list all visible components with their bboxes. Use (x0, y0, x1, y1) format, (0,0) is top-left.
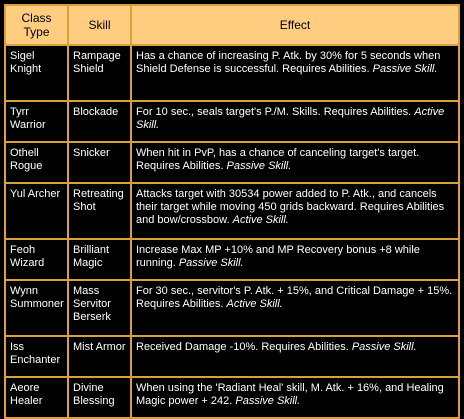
skill-cell: Retreating Shot (69, 184, 130, 238)
class-type-cell: Othell Rogue (6, 143, 67, 182)
header-skill: Skill (69, 6, 130, 44)
skill-type-text: Passive Skill. (235, 395, 301, 407)
class-type-cell: Sigel Knight (6, 46, 67, 100)
skill-type-text: Passive Skill. (226, 160, 292, 172)
table-row: Wynn Summoner Mass Servitor Berserk For … (6, 281, 458, 335)
table-row: Iss Enchanter Mist Armor Received Damage… (6, 337, 458, 376)
class-type-cell: Wynn Summoner (6, 281, 67, 335)
class-type-cell: Yul Archer (6, 184, 67, 238)
class-type-cell: Tyrr Warrior (6, 102, 67, 141)
table-row: Sigel Knight Rampage Shield Has a chance… (6, 46, 458, 100)
skill-cell: Mass Servitor Berserk (69, 281, 130, 335)
effect-text: Attacks target with 30534 power added to… (136, 188, 445, 226)
skill-cell: Blockade (69, 102, 130, 141)
effect-cell: Attacks target with 30534 power added to… (132, 184, 458, 238)
skill-type-text: Active Skill. (136, 106, 445, 131)
effect-text: Increase Max MP +10% and MP Recovery bon… (136, 244, 420, 269)
skill-cell: Rampage Shield (69, 46, 130, 100)
effect-text: When using the 'Radiant Heal' skill, M. … (136, 382, 444, 407)
effect-cell: For 30 sec., servitor's P. Atk. + 15%, a… (132, 281, 458, 335)
effect-cell: When hit in PvP, has a chance of canceli… (132, 143, 458, 182)
table-header-row: Class Type Skill Effect (6, 6, 458, 44)
header-class-type: Class Type (6, 6, 67, 44)
table-row: Feoh Wizard Brilliant Magic Increase Max… (6, 240, 458, 279)
effect-text: Received Damage -10%. Requires Abilities… (136, 341, 352, 353)
class-type-cell: Feoh Wizard (6, 240, 67, 279)
effect-cell: Increase Max MP +10% and MP Recovery bon… (132, 240, 458, 279)
class-type-cell: Aeore Healer (6, 378, 67, 417)
effect-cell: For 10 sec., seals target's P./M. Skills… (132, 102, 458, 141)
skill-cell: Mist Armor (69, 337, 130, 376)
skills-table: Class Type Skill Effect Sigel Knight Ram… (4, 4, 460, 419)
effect-text: For 30 sec., servitor's P. Atk. + 15%, a… (136, 285, 453, 310)
table-row: Aeore Healer Divine Blessing When using … (6, 378, 458, 417)
skill-type-text: Active Skill. (226, 298, 283, 310)
header-effect: Effect (132, 6, 458, 44)
effect-cell: Has a chance of increasing P. Atk. by 30… (132, 46, 458, 100)
table-row: Othell Rogue Snicker When hit in PvP, ha… (6, 143, 458, 182)
effect-text: When hit in PvP, has a chance of canceli… (136, 147, 420, 172)
effect-text: Has a chance of increasing P. Atk. by 30… (136, 50, 441, 75)
skill-cell: Divine Blessing (69, 378, 130, 417)
class-type-cell: Iss Enchanter (6, 337, 67, 376)
skill-cell: Brilliant Magic (69, 240, 130, 279)
skill-type-text: Passive Skill. (372, 63, 438, 75)
effect-cell: Received Damage -10%. Requires Abilities… (132, 337, 458, 376)
skill-type-text: Passive Skill. (351, 341, 417, 353)
skill-cell: Snicker (69, 143, 130, 182)
table-row: Yul Archer Retreating Shot Attacks targe… (6, 184, 458, 238)
skill-type-text: Passive Skill. (178, 257, 244, 269)
table-row: Tyrr Warrior Blockade For 10 sec., seals… (6, 102, 458, 141)
effect-cell: When using the 'Radiant Heal' skill, M. … (132, 378, 458, 417)
skills-table-container: Class Type Skill Effect Sigel Knight Ram… (4, 4, 460, 419)
skill-type-text: Active Skill. (232, 214, 289, 226)
effect-text: For 10 sec., seals target's P./M. Skills… (136, 106, 415, 118)
